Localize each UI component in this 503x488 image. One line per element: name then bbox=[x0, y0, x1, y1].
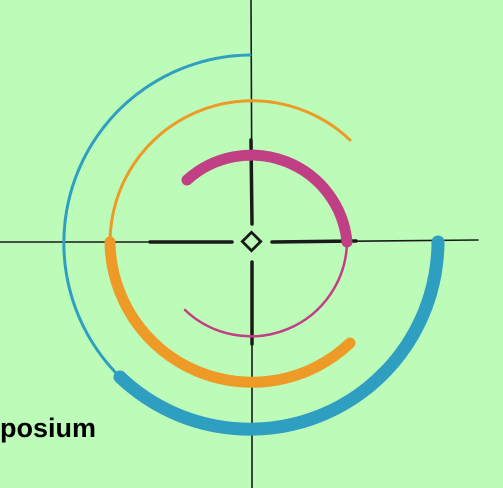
center-diamond-icon bbox=[240, 230, 263, 253]
caption-text: posium bbox=[0, 413, 97, 443]
inner-arc-thin bbox=[183, 240, 349, 338]
outer-arc-thin bbox=[62, 53, 252, 379]
middle-arc-thick bbox=[104, 236, 356, 388]
inner-arc-thick bbox=[181, 149, 353, 248]
middle-arc-thin bbox=[108, 99, 352, 244]
outer-arc-thick bbox=[113, 235, 445, 436]
